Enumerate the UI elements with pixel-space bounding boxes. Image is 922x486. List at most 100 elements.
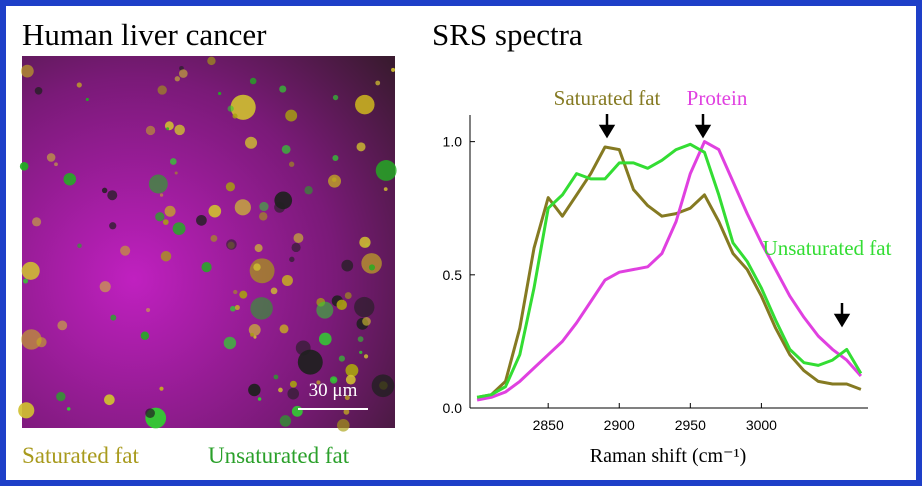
feature: [361, 253, 382, 274]
feature: [279, 415, 292, 427]
feature: [140, 331, 150, 340]
feature: [226, 239, 237, 250]
y-tick-label: 1.0: [443, 134, 463, 150]
feature: [274, 191, 293, 210]
x-axis-label: Raman shift (cm⁻¹): [590, 445, 747, 467]
feature: [101, 187, 108, 194]
feature: [21, 261, 40, 280]
feature: [291, 242, 301, 253]
feature: [46, 153, 56, 162]
feature: [85, 97, 89, 102]
feature: [148, 174, 168, 194]
feature: [145, 307, 151, 313]
feature: [77, 243, 82, 249]
feature: [178, 69, 188, 78]
feature: [250, 297, 273, 320]
feature: [63, 172, 77, 186]
feature: [344, 292, 352, 300]
feature: [174, 171, 178, 175]
feature: [145, 125, 156, 136]
feature: [21, 329, 42, 350]
feature: [250, 332, 254, 337]
feature: [304, 186, 313, 195]
feature: [357, 336, 364, 343]
feature: [249, 77, 257, 85]
feature: [32, 217, 42, 227]
feature: [295, 340, 311, 356]
feature: [359, 350, 363, 355]
feature: [259, 201, 269, 212]
feature: [332, 154, 339, 162]
y-tick-label: 0.0: [443, 400, 463, 416]
series-label: Protein: [686, 86, 748, 110]
feature: [174, 76, 180, 82]
feature: [273, 374, 279, 380]
feature: [363, 354, 369, 359]
feature: [289, 380, 297, 388]
legend-saturated: Saturated fat: [22, 443, 139, 468]
arrows: [598, 114, 851, 328]
feature: [223, 336, 237, 350]
feature: [155, 212, 165, 222]
feature: [110, 314, 117, 321]
feature: [359, 236, 371, 248]
feature: [332, 94, 339, 101]
feature: [362, 317, 371, 326]
feature: [345, 374, 356, 385]
feature: [232, 113, 238, 119]
feature: [54, 162, 58, 167]
series-line: [476, 145, 862, 399]
feature: [297, 349, 323, 375]
feature: [344, 395, 350, 401]
feature: [285, 109, 298, 122]
feature: [19, 162, 29, 171]
feature: [120, 245, 131, 256]
feature: [293, 233, 304, 243]
feature: [207, 56, 216, 66]
feature: [249, 258, 275, 284]
feature: [287, 387, 300, 400]
feature: [18, 402, 35, 419]
feature: [245, 136, 258, 149]
series-line: [476, 140, 863, 402]
feature: [259, 212, 268, 221]
feature: [233, 289, 238, 295]
feature: [56, 391, 66, 402]
y-tick-label: 0.5: [443, 267, 463, 283]
feature: [356, 142, 366, 152]
feature: [104, 394, 115, 406]
feature: [227, 105, 234, 112]
feature: [291, 405, 303, 417]
feature: [109, 222, 117, 230]
feature: [345, 363, 359, 377]
feature: [254, 244, 263, 253]
feature: [201, 261, 212, 273]
feature: [343, 408, 350, 415]
feature: [354, 296, 375, 318]
feature: [329, 376, 338, 384]
feature: [166, 127, 170, 131]
micrograph: [22, 56, 395, 428]
feature: [76, 82, 82, 88]
x-tick-label: 3000: [746, 417, 777, 433]
feature: [279, 324, 289, 334]
feature: [230, 94, 256, 120]
feature: [253, 263, 261, 271]
feature: [210, 234, 218, 242]
feature: [174, 124, 185, 136]
feature: [164, 205, 176, 217]
feature: [234, 305, 240, 311]
feature: [172, 222, 186, 236]
feature: [383, 187, 388, 191]
feature: [257, 397, 262, 401]
feature: [169, 158, 177, 165]
feature: [239, 290, 248, 299]
feature: [338, 355, 345, 362]
chart-title: SRS spectra: [432, 17, 583, 52]
feature: [234, 199, 251, 216]
feature: [208, 204, 222, 218]
feature: [159, 193, 164, 197]
feature: [230, 305, 236, 312]
feature: [355, 94, 375, 115]
